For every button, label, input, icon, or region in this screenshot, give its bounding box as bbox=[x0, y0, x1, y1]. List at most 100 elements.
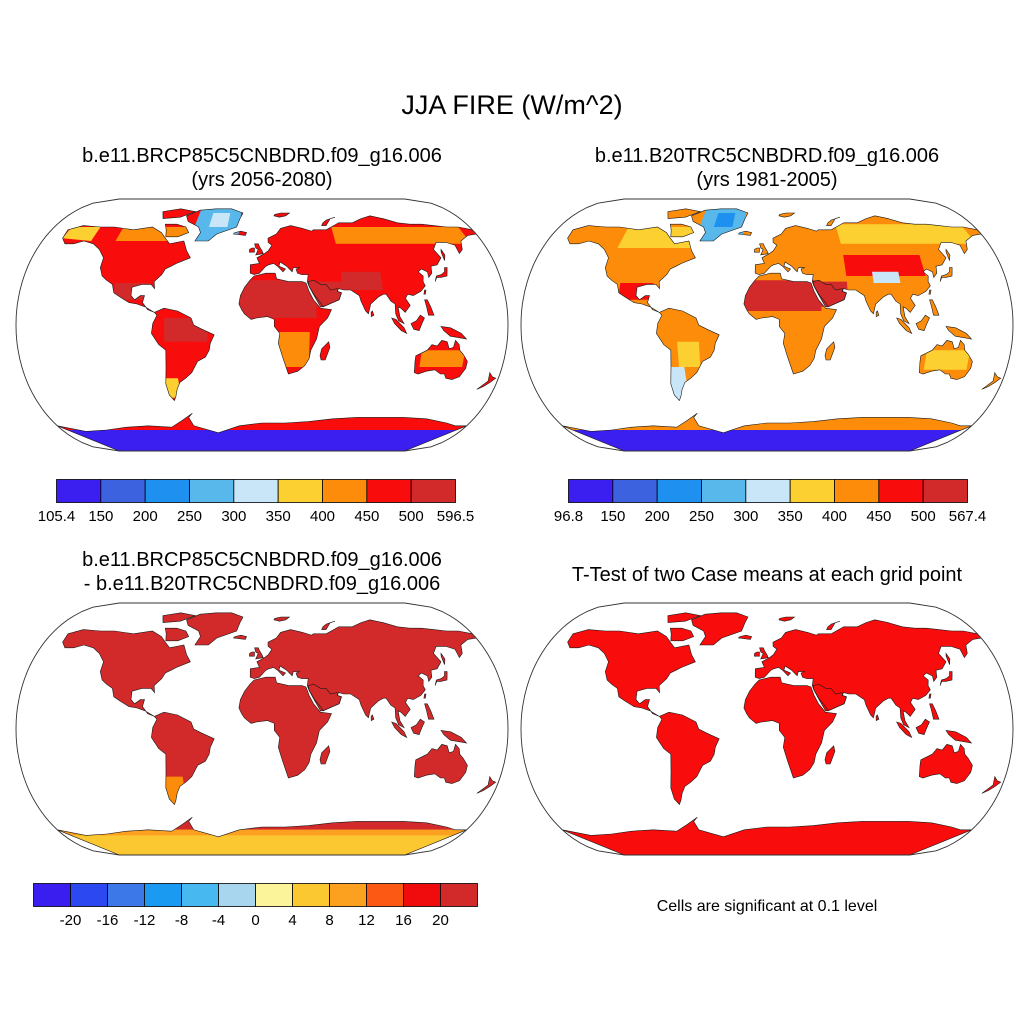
colorbar-label: 4 bbox=[288, 912, 297, 929]
landmass-nz bbox=[476, 776, 496, 794]
landmass-nz bbox=[981, 372, 1001, 390]
landmass-taiwan bbox=[423, 694, 426, 699]
value-overlays bbox=[57, 776, 467, 855]
land-fill bbox=[57, 612, 496, 855]
landmass-baffin bbox=[165, 628, 189, 641]
colorbar-box bbox=[144, 883, 182, 907]
coastline bbox=[945, 730, 973, 744]
coastline bbox=[62, 629, 191, 717]
value-region bbox=[783, 318, 815, 367]
colorbar-box bbox=[33, 883, 71, 907]
coastlines bbox=[57, 612, 497, 855]
landmass-philippines bbox=[929, 299, 939, 316]
coastline bbox=[321, 620, 336, 630]
coastline bbox=[915, 314, 930, 331]
panel2-title-line2: (yrs 1981-2005) bbox=[696, 169, 838, 191]
coastline bbox=[939, 671, 953, 686]
coastlines bbox=[562, 208, 1002, 451]
coastline bbox=[476, 775, 497, 794]
coastline bbox=[754, 651, 760, 657]
colorbar-label: 596.5 bbox=[436, 508, 475, 525]
landmass-borneo bbox=[916, 719, 930, 735]
coastline bbox=[667, 612, 702, 623]
coastline bbox=[567, 629, 696, 717]
coastline bbox=[759, 243, 769, 256]
coastline bbox=[434, 671, 448, 686]
landmass-japan bbox=[435, 671, 448, 686]
value-region bbox=[340, 271, 383, 290]
value-region bbox=[606, 259, 665, 283]
colorbar-box bbox=[612, 479, 658, 503]
panel4-title: T-Test of two Case means at each grid po… bbox=[517, 563, 1017, 587]
landmass-borneo bbox=[411, 315, 425, 331]
coastline bbox=[667, 208, 702, 219]
coastline bbox=[440, 248, 446, 261]
coastline bbox=[424, 299, 435, 316]
map-outline bbox=[15, 198, 509, 452]
coastline bbox=[413, 339, 468, 380]
colorbar-box bbox=[218, 883, 256, 907]
coastline bbox=[743, 272, 837, 375]
coastline bbox=[232, 634, 248, 640]
landmass-ireland bbox=[249, 652, 255, 657]
landmass-newguinea bbox=[441, 326, 467, 339]
landmass-sakhalin bbox=[946, 653, 950, 665]
panel1-title-line1: b.e11.BRCP85C5CNBDRD.f09_g16.006 bbox=[82, 145, 442, 167]
coastlines bbox=[57, 208, 497, 451]
coastline bbox=[321, 216, 336, 226]
colorbar-box bbox=[70, 883, 108, 907]
colorbar-label: -8 bbox=[174, 912, 189, 929]
colorbar-panel-1: 105.4 150 200 250 300 350 400 450 500 596.5 bbox=[38, 479, 474, 525]
coastline bbox=[273, 616, 291, 622]
value-region bbox=[617, 227, 698, 248]
value-region bbox=[567, 430, 967, 451]
landmass-uk bbox=[254, 243, 264, 255]
colorbar-label: 300 bbox=[733, 508, 759, 525]
coastline bbox=[813, 683, 847, 712]
coastline bbox=[824, 745, 836, 765]
colorbar-label: 500 bbox=[910, 508, 936, 525]
landmass-sumatra bbox=[896, 318, 912, 334]
colorbar-label: 0 bbox=[251, 912, 260, 929]
map-panel-3 bbox=[15, 602, 509, 856]
coastline bbox=[875, 310, 880, 318]
coastline bbox=[151, 711, 215, 806]
value-region bbox=[843, 255, 926, 276]
landmass-eurasia bbox=[250, 619, 477, 728]
colorbar-box bbox=[440, 883, 478, 907]
colorbar-label: 200 bbox=[132, 508, 158, 525]
coastline bbox=[423, 693, 427, 699]
landmass-ellesmere bbox=[667, 208, 701, 219]
landmass-antarctica bbox=[562, 817, 972, 855]
landmass-svalbard bbox=[778, 617, 795, 622]
coastline bbox=[562, 412, 972, 451]
landmass-newguinea bbox=[946, 326, 972, 339]
colorbar-box bbox=[366, 883, 404, 907]
colorbar-box bbox=[403, 883, 441, 907]
landmass-uk bbox=[759, 647, 769, 659]
value-region bbox=[419, 350, 466, 367]
coastline bbox=[562, 816, 972, 855]
coastline bbox=[249, 247, 255, 253]
value-region bbox=[617, 283, 654, 300]
colorbar-label: 200 bbox=[644, 508, 670, 525]
colorbar-label: 150 bbox=[600, 508, 626, 525]
value-region bbox=[57, 829, 467, 836]
coastline bbox=[308, 279, 342, 308]
colorbar-label: 12 bbox=[358, 912, 375, 929]
coastline bbox=[151, 307, 215, 402]
coastline bbox=[391, 721, 408, 739]
value-region bbox=[62, 430, 462, 451]
colorbar-label: 450 bbox=[354, 508, 380, 525]
coastline bbox=[743, 676, 837, 779]
value-region bbox=[668, 318, 713, 342]
colorbar-label: 250 bbox=[176, 508, 203, 525]
panel3-title-line1: b.e11.BRCP85C5CNBDRD.f09_g16.006 bbox=[82, 549, 442, 571]
colorbar-box bbox=[834, 479, 880, 503]
landmass-uk bbox=[759, 243, 769, 255]
colorbar-label: 400 bbox=[309, 508, 336, 525]
coastline bbox=[440, 730, 468, 744]
landmass-northAmerica bbox=[567, 629, 696, 717]
colorbar-panel-2: 96.8 150 200 250 300 350 400 450 500 567.4 bbox=[554, 479, 986, 525]
colorbar-box bbox=[410, 479, 456, 503]
